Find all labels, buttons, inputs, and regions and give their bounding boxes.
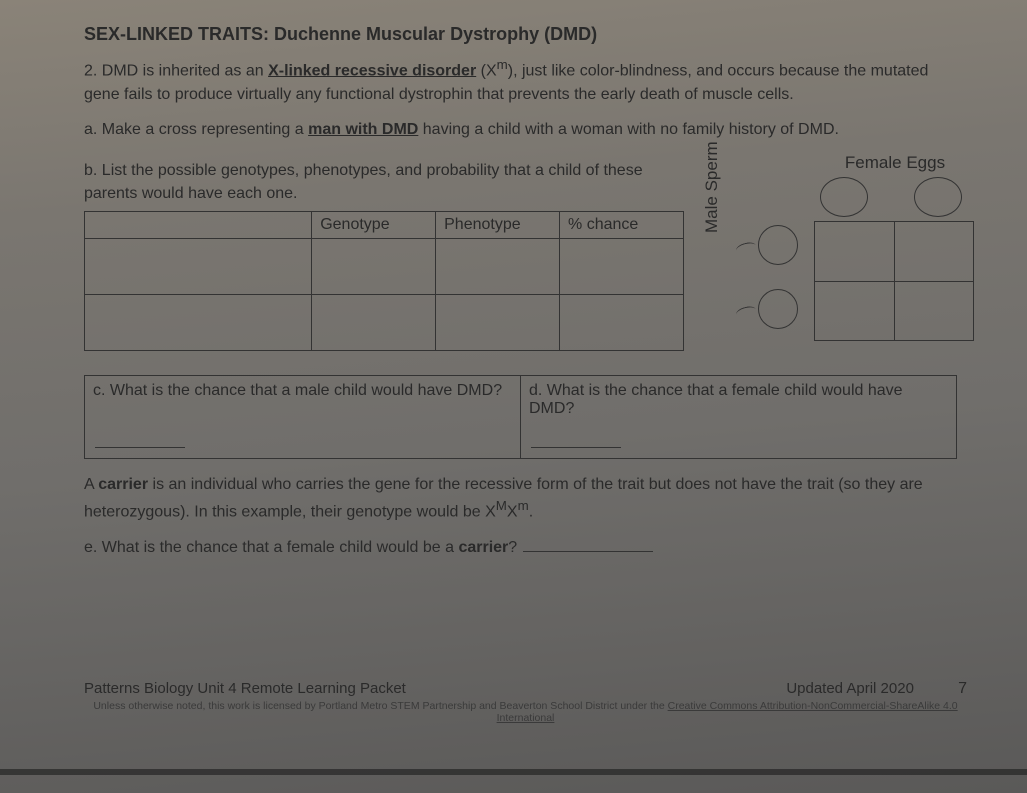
q2-pre: 2. DMD is inherited as an [84, 62, 268, 79]
table-header-genotype: Genotype [312, 212, 436, 239]
qe-bold: carrier [458, 539, 508, 556]
page-shadow [0, 769, 1027, 775]
table-header-phenotype: Phenotype [436, 212, 560, 239]
question-2c: c. What is the chance that a male child … [85, 376, 520, 458]
punnett-square-area: Female Eggs Male Sperm [702, 153, 990, 347]
answer-line [531, 447, 621, 448]
punnett-grid [814, 221, 974, 341]
carrier-sup2: m [518, 498, 529, 513]
genotype-table: Genotype Phenotype % chance [84, 211, 684, 351]
footer-license: Unless otherwise noted, this work is lic… [84, 700, 967, 724]
sperm-icon [750, 225, 798, 265]
footer-right: Updated April 2020 [786, 680, 914, 697]
q2-underline: X-linked recessive disorder [268, 62, 476, 79]
female-eggs-label: Female Eggs [800, 153, 990, 173]
title-prefix: SEX-LINKED TRAITS: [84, 24, 269, 44]
carrier-pre: A [84, 476, 98, 493]
carrier-bold: carrier [98, 476, 148, 493]
egg-icon [820, 177, 868, 217]
table-row [85, 295, 684, 351]
sperm-icon [750, 289, 798, 329]
qa-pre: a. Make a cross representing a [84, 121, 308, 138]
qe-post: ? [508, 539, 517, 556]
question-2b: b. List the possible genotypes, phenotyp… [84, 159, 684, 205]
carrier-definition: A carrier is an individual who carries t… [84, 473, 957, 524]
section-title: SEX-LINKED TRAITS: Duchenne Muscular Dys… [84, 24, 957, 45]
qa-underline: man with DMD [308, 121, 418, 138]
carrier-x: X [507, 504, 518, 521]
q2-sup: m [497, 57, 508, 72]
egg-icon [914, 177, 962, 217]
carrier-end: . [529, 504, 533, 521]
footer-small-pre: Unless otherwise noted, this work is lic… [93, 700, 667, 712]
worksheet-sheet: SEX-LINKED TRAITS: Duchenne Muscular Dys… [30, 0, 997, 770]
male-sperm-label: Male Sperm [702, 141, 722, 233]
table-header-chance: % chance [560, 212, 684, 239]
qa-post: having a child with a woman with no fami… [418, 121, 839, 138]
page-footer: Patterns Biology Unit 4 Remote Learning … [84, 680, 967, 724]
page-number: 7 [958, 680, 967, 697]
table-header-blank [85, 212, 312, 239]
table-row [85, 239, 684, 295]
question-2d: d. What is the chance that a female chil… [520, 376, 956, 458]
question-cd-row: c. What is the chance that a male child … [84, 375, 957, 459]
qe-pre: e. What is the chance that a female chil… [84, 539, 458, 556]
qc-text: c. What is the chance that a male child … [93, 382, 502, 399]
question-2a: a. Make a cross representing a man with … [84, 118, 957, 141]
title-sub: Duchenne Muscular Dystrophy (DMD) [274, 24, 597, 44]
footer-left: Patterns Biology Unit 4 Remote Learning … [84, 680, 406, 697]
answer-line [95, 447, 185, 448]
carrier-sup1: M [496, 498, 507, 513]
question-2e: e. What is the chance that a female chil… [84, 536, 957, 559]
answer-line [523, 551, 653, 552]
question-2-intro: 2. DMD is inherited as an X-linked reces… [84, 55, 957, 106]
qd-text: d. What is the chance that a female chil… [529, 382, 903, 417]
q2-post1: (X [476, 62, 496, 79]
